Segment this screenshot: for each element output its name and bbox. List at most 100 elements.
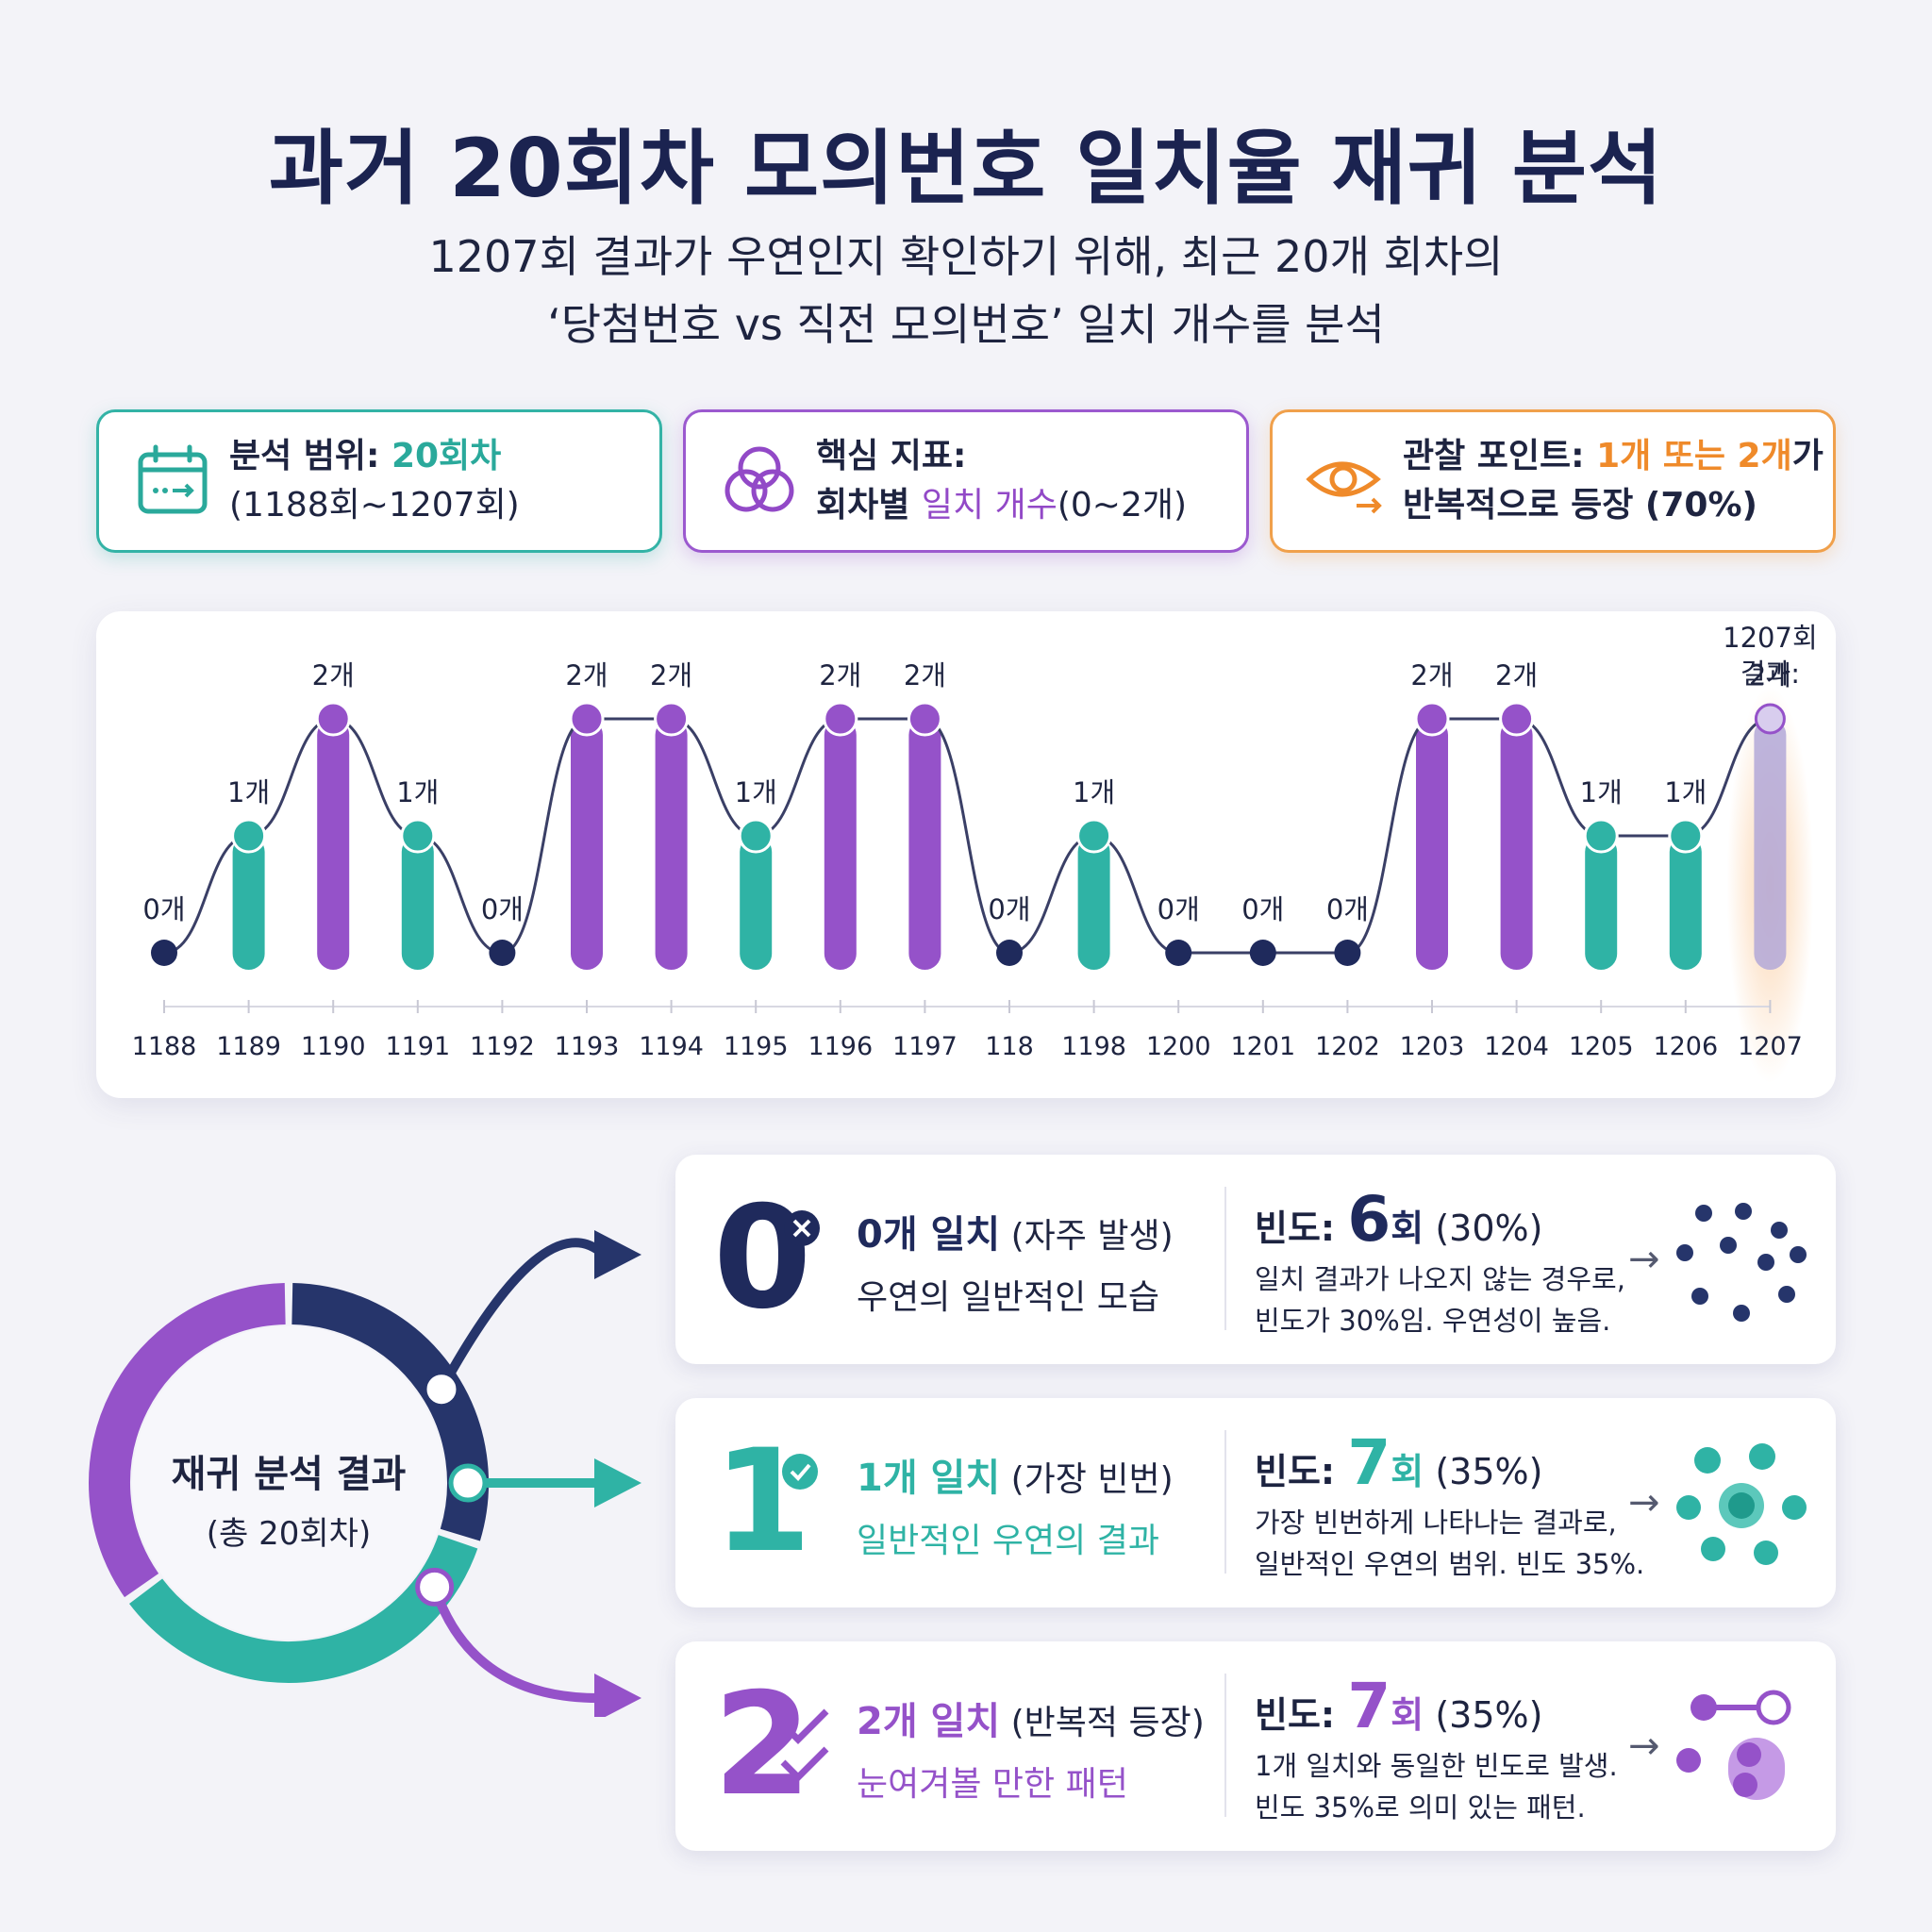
donut-segment-2 [89, 1283, 286, 1598]
x-tick-label-1205: 1205 [1569, 1032, 1634, 1061]
result-line2: 일반적인 우연의 결과 [857, 1522, 1159, 1560]
result-digit: 1 [713, 1420, 812, 1584]
cluster-dots-icon [1676, 1443, 1807, 1565]
observe-value: 1개 또는 2개 [1596, 437, 1792, 475]
result-title-main: 2개 일치 [857, 1700, 1001, 1743]
result-title-sub: (가장 빈번) [1000, 1460, 1174, 1499]
x-tick-label-1191: 1191 [385, 1032, 450, 1061]
connector-arrowhead-1 [594, 1458, 641, 1507]
result-title-main: 1개 일치 [857, 1457, 1001, 1500]
data-label-1196: 2개 [819, 659, 861, 691]
result-title: 0개 일치 (자주 발생) [857, 1204, 1174, 1258]
metric-suffix: (0~2개) [1057, 486, 1188, 525]
bar-1194 [655, 719, 688, 970]
bar-1197 [908, 719, 941, 970]
freq-unit: 회 [1391, 1451, 1424, 1492]
linked-dots-icon [1676, 1690, 1791, 1800]
data-label-1188: 0개 [142, 893, 185, 925]
bar-1196 [824, 719, 857, 970]
x-tick-label-1195: 1195 [724, 1032, 789, 1061]
freq-label: 빈도: [1255, 1208, 1348, 1249]
observe-tail: 가 [1791, 437, 1824, 475]
result-desc: 1개 일치와 동일한 빈도로 발생. 빈도 35%로 의미 있는 패턴. [1255, 1745, 1618, 1828]
result-desc: 가장 빈번하게 나타나는 결과로, 일반적인 우연의 범위. 빈도 35%. [1255, 1502, 1644, 1585]
highlight-label-line: 1207회 [1723, 622, 1817, 654]
data-label-1202: 0개 [1326, 893, 1369, 925]
scope-value: 20회차 [391, 437, 502, 475]
data-label-1194: 2개 [650, 659, 692, 691]
point-1194 [654, 701, 690, 737]
page-title: 과거 20회차 모의번호 일치율 재귀 분석 [268, 122, 1664, 216]
result-line2: 우연의 일반적인 모습 [857, 1278, 1159, 1317]
highlight-label-line: 결과: [1740, 658, 1800, 690]
data-label-1200: 0개 [1158, 893, 1200, 925]
desc-line-1: 가장 빈번하게 나타나는 결과로, [1255, 1507, 1617, 1539]
x-tick-label-1202: 1202 [1315, 1032, 1380, 1061]
data-label-1197: 2개 [904, 659, 946, 691]
metric-label: 핵심 지표: [816, 437, 967, 475]
x-tick-label-1193: 1193 [555, 1032, 620, 1061]
eye-icon [1290, 443, 1403, 519]
desc-line-2: 일반적인 우연의 범위. 빈도 35%. [1255, 1548, 1645, 1580]
bar-1198 [1077, 836, 1110, 970]
result-title: 2개 일치 (반복적 등장) [857, 1690, 1205, 1745]
check-circle-icon [782, 1454, 818, 1490]
metric-prefix: 회차별 [816, 486, 922, 525]
connector-node-2 [415, 1567, 455, 1607]
result-title-sub: (반복적 등장) [1000, 1704, 1205, 1742]
point-1198 [1076, 818, 1112, 854]
point-1191 [400, 818, 436, 854]
x-tick-label-1188: 1188 [132, 1032, 197, 1061]
metric-card: 핵심 지표: 회차별 일치 개수(0~2개) [683, 409, 1249, 553]
data-label-1201: 0개 [1241, 893, 1284, 925]
chart-card: 0개 1개 2개 1개 0개 2개 2개 1개 2개 2개 0개 1개 0개 0개 0개 2개 2개 1개 1개 2개… [96, 611, 1836, 1098]
venn-icon [703, 441, 816, 521]
divider [1224, 1674, 1226, 1817]
data-label-1206: 1개 [1664, 776, 1707, 808]
point-1195 [738, 818, 774, 854]
point-1207 [1754, 703, 1786, 735]
donut-label: 재귀 분석 결과 (총 20회차) [138, 1443, 440, 1554]
scope-range: (1188회~1207회) [229, 486, 520, 525]
x-tick-label-1190: 1190 [301, 1032, 366, 1061]
point-118 [996, 940, 1023, 966]
bar-1204 [1500, 719, 1533, 970]
freq-pct: (35%) [1424, 1451, 1543, 1492]
scope-card: 분석 범위: 20회차 (1188회~1207회) [96, 409, 662, 553]
data-label-1193: 2개 [565, 659, 608, 691]
freq-unit: 회 [1391, 1208, 1424, 1249]
divider [1224, 1430, 1226, 1574]
x-tick-label-1207: 1207 [1738, 1032, 1803, 1061]
data-label-118: 0개 [988, 893, 1030, 925]
x-tick-label-1198: 1198 [1061, 1032, 1126, 1061]
x-tick-label-1192: 1192 [470, 1032, 535, 1061]
data-label-1195: 1개 [735, 776, 777, 808]
point-1204 [1499, 701, 1535, 737]
data-label-1191: 1개 [396, 776, 439, 808]
double-check-icon [780, 1708, 829, 1782]
subtitle-line-1: 1207회 결과가 우연인지 확인하기 위해, 최근 20개 회차의 [428, 231, 1504, 282]
result-frequency: 빈도: 7회 (35%) [1255, 1670, 1542, 1742]
connector-node-1 [448, 1463, 488, 1503]
x-circle-icon [784, 1210, 820, 1246]
result-card-1: 1 1개 일치 (가장 빈번) 일반적인 우연의 결과 빈도: 7회 (35%)… [675, 1398, 1836, 1607]
x-tick-label-118: 118 [985, 1032, 1034, 1061]
data-label-1198: 1개 [1073, 776, 1115, 808]
point-1192 [489, 940, 516, 966]
bar-1195 [740, 836, 773, 970]
desc-line-2: 빈도 35%로 의미 있는 패턴. [1255, 1791, 1586, 1824]
bar-1193 [571, 719, 603, 970]
point-1197 [907, 701, 942, 737]
data-label-1189: 1개 [227, 776, 270, 808]
x-tick-label-1200: 1200 [1146, 1032, 1211, 1061]
result-desc: 일치 결과가 나오지 않는 경우로, 빈도가 30%임. 우연성이 높음. [1255, 1258, 1625, 1341]
data-label-1192: 0개 [481, 893, 524, 925]
arrow-right-icon: → [1628, 1724, 1660, 1768]
freq-num: 7 [1347, 1426, 1391, 1499]
connector-node-0 [422, 1370, 461, 1409]
result-donut [89, 1230, 641, 1717]
freq-label: 빈도: [1255, 1694, 1348, 1736]
bar-1189 [232, 836, 265, 970]
point-1201 [1249, 940, 1276, 966]
result-frequency: 빈도: 7회 (35%) [1255, 1426, 1542, 1499]
